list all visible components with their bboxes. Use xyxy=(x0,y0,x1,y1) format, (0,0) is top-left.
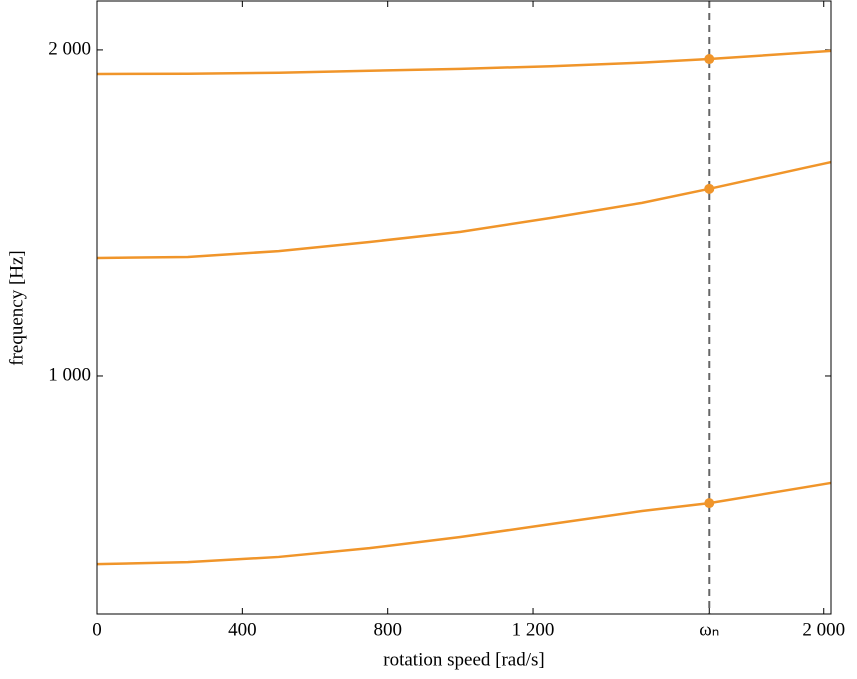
line-series xyxy=(96,160,832,260)
line-series xyxy=(96,481,832,566)
line-series xyxy=(96,49,832,76)
marker xyxy=(704,498,715,509)
plot-frame xyxy=(96,0,832,615)
x-tick-label: 0 xyxy=(92,619,102,640)
x-axis-label: rotation speed [rad/s] xyxy=(383,649,544,670)
x-tick-label: 400 xyxy=(228,619,257,640)
x-tick-label: 800 xyxy=(373,619,402,640)
x-tick-label: ωₙ xyxy=(699,619,719,640)
marker xyxy=(704,183,715,194)
x-tick-label: 2 000 xyxy=(802,619,845,640)
x-tick-label: 1 200 xyxy=(512,619,555,640)
y-tick-label: 2 000 xyxy=(48,38,91,59)
marker xyxy=(704,54,715,65)
y-axis-label: frequency [Hz] xyxy=(6,250,27,366)
y-tick-label: 1 000 xyxy=(48,364,91,385)
